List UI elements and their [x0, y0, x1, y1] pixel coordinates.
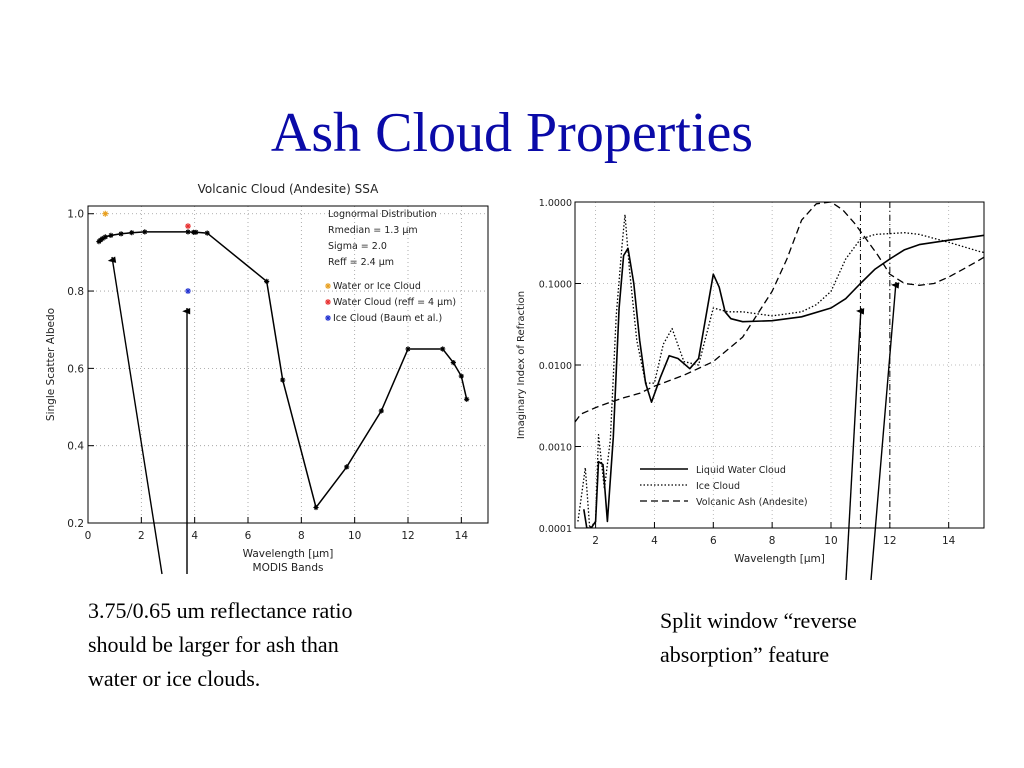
series-line-ice-cloud — [577, 213, 984, 528]
y-tick-label: 1.0 — [67, 209, 84, 221]
x-tick-label: 10 — [824, 535, 837, 547]
data-point-andesite — [440, 346, 446, 352]
y-axis-label: Imaginary Index of Refraction — [516, 291, 527, 439]
series-line-liquid-water — [583, 234, 984, 528]
x-tick-label: 6 — [245, 530, 252, 542]
y-tick-label: 0.0100 — [539, 361, 572, 372]
y-tick-label: 0.4 — [67, 441, 84, 453]
data-point-andesite — [405, 346, 411, 352]
y-tick-label: 0.8 — [67, 286, 84, 298]
data-point-andesite — [464, 396, 470, 402]
x-tick-label: 8 — [769, 535, 776, 547]
caption-left-line-1: 3.75/0.65 um reflectance ratio — [88, 598, 353, 623]
caption-right-line-2: absorption” feature — [660, 642, 830, 667]
x-tick-label: 10 — [348, 530, 361, 542]
data-point-andesite — [185, 229, 191, 235]
chart-title: Volcanic Cloud (Andesite) SSA — [198, 182, 379, 196]
x-tick-label: 8 — [298, 530, 305, 542]
caption-left-line-3: water or ice clouds. — [88, 666, 261, 691]
y-tick-label: 0.0001 — [539, 524, 572, 535]
data-point-andesite — [264, 278, 270, 284]
legend-label: Volcanic Ash (Andesite) — [696, 497, 808, 508]
caption-left: 3.75/0.65 um reflectance ratio should be… — [88, 594, 468, 696]
refraction-chart: 2 4 6 8 10 12 14 0.0001 0.0010 0.0100 0.1000 1.0000… — [516, 198, 985, 565]
x-axis-label: Wavelength [μm] — [734, 553, 825, 565]
grid-lines — [88, 206, 488, 524]
caption-right: Split window “reverse absorption” featur… — [660, 604, 980, 672]
annotation-line: Reff = 2.4 μm — [328, 257, 394, 268]
x-axis-label: Wavelength [μm] — [243, 548, 334, 560]
y-tick-label: 0.1000 — [539, 280, 572, 291]
ssa-chart: Volcanic Cloud (Andesite) SSA 0 2 4 6 8 10 12 14… — [45, 182, 489, 574]
data-point-andesite — [129, 230, 135, 236]
x-tick-label: 2 — [592, 535, 599, 547]
grid-lines — [575, 201, 984, 529]
data-point-andesite — [450, 360, 456, 366]
series-group — [575, 202, 984, 528]
x-tick-label: 0 — [85, 530, 92, 542]
data-point-andesite — [280, 377, 286, 383]
data-point-andesite — [193, 229, 199, 235]
x-tick-label: 14 — [455, 530, 469, 542]
legend-label: Ice Cloud — [696, 481, 740, 492]
y-tick-label: 1.0000 — [539, 198, 572, 209]
data-point-andesite — [458, 373, 464, 379]
x-tick-label: 6 — [710, 535, 717, 547]
slide-title: Ash Cloud Properties — [270, 102, 754, 164]
x-tick-label: 4 — [651, 535, 658, 547]
legend-marker — [325, 315, 331, 321]
data-point-water-cloud — [185, 223, 191, 230]
series-line-volcanic-ash — [575, 202, 984, 423]
legend: Liquid Water Cloud Ice Cloud Volcanic Ash … — [640, 465, 808, 508]
x-axis-label-2: MODIS Bands — [253, 562, 324, 574]
legend-label: Water or Ice Cloud — [333, 281, 421, 292]
data-point-water-or-ice — [102, 210, 109, 217]
annotation-line: Rmedian = 1.3 μm — [328, 225, 418, 236]
annotation-line: Sigma = 2.0 — [328, 241, 387, 252]
x-tick-label: 14 — [942, 535, 956, 547]
data-point-andesite — [313, 504, 319, 511]
data-point-andesite — [204, 230, 210, 236]
x-tick-label: 12 — [401, 530, 414, 542]
data-point-andesite — [100, 235, 106, 242]
y-tick-label: 0.6 — [67, 363, 84, 375]
legend-label: Ice Cloud (Baum et al.) — [333, 313, 442, 324]
data-point-andesite — [108, 232, 114, 238]
caption-right-line-1: Split window “reverse — [660, 608, 857, 633]
data-point-andesite — [102, 234, 108, 240]
y-tick-label: 0.0010 — [539, 443, 572, 454]
legend-marker — [325, 283, 331, 289]
data-point-andesite — [118, 231, 124, 237]
y-tick-label: 0.2 — [67, 518, 84, 530]
y-axis-label: Single Scatter Albedo — [45, 308, 57, 421]
legend-marker — [325, 299, 331, 305]
x-tick-label: 12 — [883, 535, 896, 547]
x-tick-label: 4 — [191, 530, 198, 542]
series-line-andesite — [98, 231, 468, 510]
annotation-line: Lognormal Distribution — [328, 209, 437, 220]
data-point-ice-cloud — [185, 288, 191, 294]
data-point-andesite — [344, 464, 350, 470]
plot-frame — [87, 205, 489, 524]
caption-left-line-2: should be larger for ash than — [88, 632, 339, 657]
data-point-andesite — [378, 408, 384, 414]
legend-label: Liquid Water Cloud — [696, 465, 786, 476]
legend-label: Water Cloud (reff = 4 μm) — [333, 297, 456, 308]
data-point-andesite — [142, 229, 148, 235]
x-tick-label: 2 — [138, 530, 145, 542]
